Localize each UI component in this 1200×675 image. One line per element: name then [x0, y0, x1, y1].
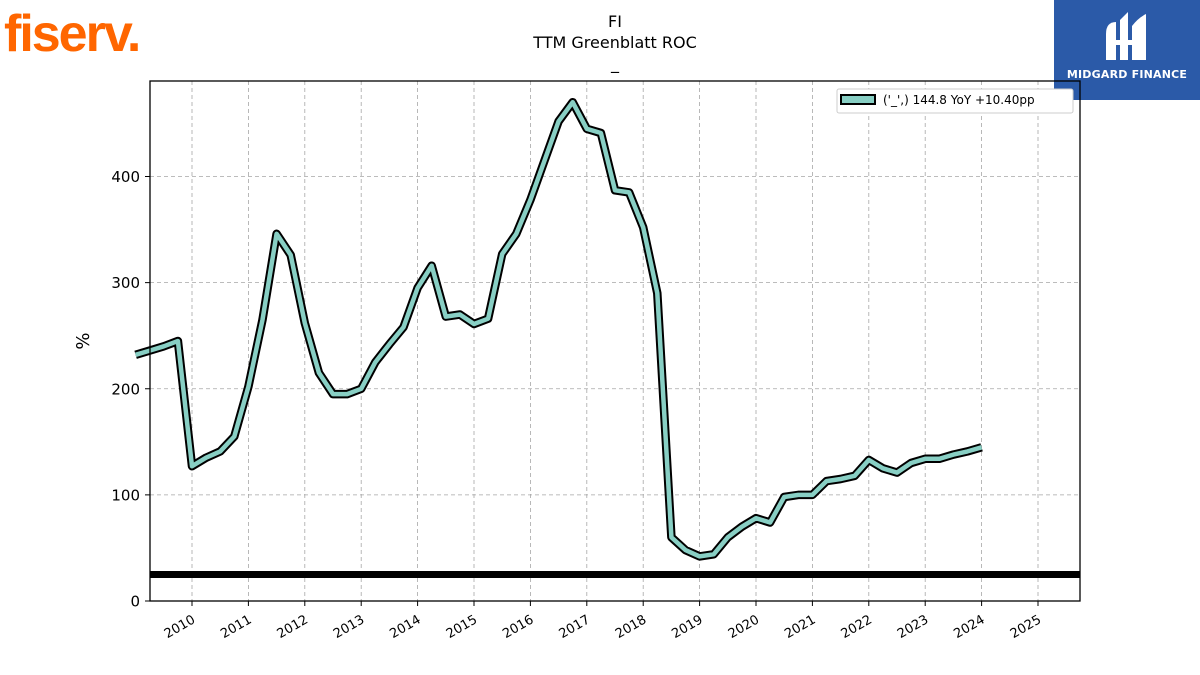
- chart-subsubtitle: _: [610, 54, 620, 74]
- x-tick-label: 2010: [162, 612, 198, 642]
- legend-box: [836, 88, 1074, 114]
- y-tick-label: 0: [130, 593, 140, 611]
- x-tick-label: 2023: [895, 612, 931, 642]
- legend-label: ('_',) 144.8 YoY +10.40pp: [883, 93, 1035, 107]
- x-axis: 2010 2011 2012 2013 2014 2015 2016 2017 2018 2019…: [162, 601, 1044, 642]
- x-tick-label: 2019: [669, 612, 705, 642]
- midgard-logo-icon: [1054, 0, 1200, 100]
- fiserv-logo: fiserv.: [4, 5, 141, 63]
- x-tick-label: 2015: [444, 612, 480, 642]
- y-tick-label: 200: [111, 380, 140, 398]
- x-tick-label: 2011: [218, 612, 254, 642]
- x-tick-label: 2024: [951, 612, 987, 642]
- x-tick-label: 2017: [557, 612, 593, 642]
- chart-title: FI: [608, 12, 622, 31]
- legend-swatch: [840, 94, 876, 105]
- legend: ('_',) 144.8 YoY +10.40pp: [836, 88, 1074, 114]
- x-tick-label: 2018: [613, 612, 649, 642]
- midgard-logo-text: MIDGARD FINANCE: [1066, 68, 1188, 81]
- series-group: [134, 97, 983, 561]
- chart-subtitle: TTM Greenblatt ROC: [532, 33, 697, 52]
- x-tick-label: 2025: [1008, 612, 1044, 642]
- x-tick-label: 2016: [500, 612, 536, 642]
- y-tick-label: 400: [111, 168, 140, 186]
- x-tick-label: 2022: [839, 612, 875, 642]
- x-tick-label: 2020: [726, 612, 762, 642]
- x-tick-label: 2012: [275, 612, 311, 642]
- series-line: [134, 99, 983, 559]
- plot-frame: [149, 80, 1081, 602]
- y-axis-label: %: [73, 332, 94, 349]
- grid-lines: [150, 81, 1080, 601]
- x-tick-label: 2014: [387, 612, 423, 642]
- midgard-finance-logo: MIDGARD FINANCE: [1054, 0, 1200, 100]
- y-tick-label: 300: [111, 274, 140, 292]
- x-tick-label: 2021: [782, 612, 818, 642]
- y-axis: 0 100 200 300 400: [111, 168, 150, 611]
- y-tick-label: 100: [111, 486, 140, 504]
- x-tick-label: 2013: [331, 612, 367, 642]
